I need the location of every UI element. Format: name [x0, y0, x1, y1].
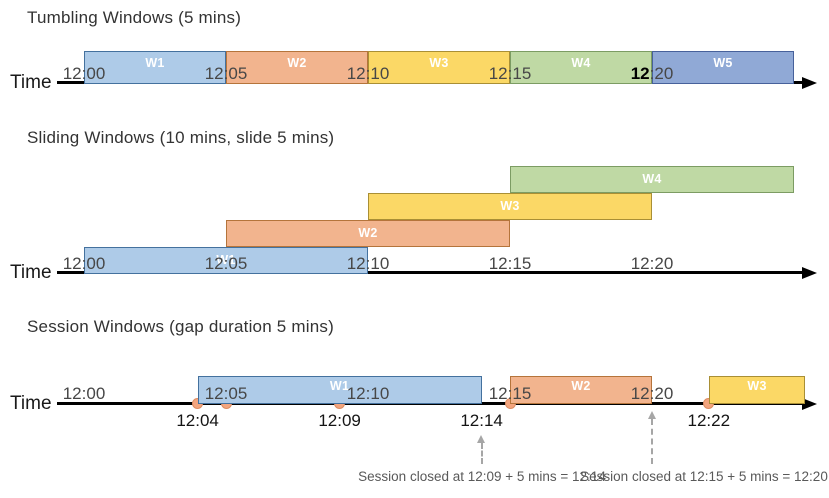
- session-window-label-W3: W3: [747, 379, 767, 393]
- session-close-caption: Session closed at 12:09 + 5 mins = 12:14: [358, 469, 606, 484]
- tumbling-tick-12:20: 12:20: [630, 64, 674, 83]
- sliding-window-label-W3: W3: [500, 199, 520, 213]
- sliding-window-label-W2: W2: [358, 226, 378, 240]
- sliding-window-label-W1: W1: [216, 253, 236, 267]
- below-axis-label-12:04: 12:04: [176, 411, 219, 430]
- sliding-axis-arrowhead-icon: [802, 267, 817, 279]
- session-tick-12:10: 12:10: [346, 384, 390, 403]
- tumbling-tick-12:15: 12:15: [488, 64, 532, 83]
- tumbling-tick-12:00: 12:00: [62, 64, 106, 83]
- session-tick-12:05: 12:05: [204, 384, 248, 403]
- tumbling-window-W2: [226, 51, 368, 84]
- tumbling-window-label-W1: W1: [145, 56, 165, 70]
- sliding-window-label-W4: W4: [642, 172, 662, 186]
- sliding-time-axis-label: Time: [10, 262, 52, 283]
- tumbling-section-title: Tumbling Windows (5 mins): [27, 8, 242, 27]
- sliding-window-W4: [510, 166, 794, 193]
- tumbling-window-W1: [84, 51, 226, 84]
- session-time-axis-label: Time: [10, 393, 52, 414]
- tumbling-window-W3: [368, 51, 510, 84]
- sliding-window-W1: [84, 247, 368, 274]
- tumbling-window-W4: [510, 51, 652, 84]
- session-axis-arrowhead-icon: [802, 398, 817, 410]
- sliding-tick-12:05: 12:05: [204, 254, 248, 273]
- tumbling-window-label-W4: W4: [571, 56, 591, 70]
- session-section-title: Session Windows (gap duration 5 mins): [27, 317, 334, 336]
- session-close-arrow-line: [480, 443, 483, 464]
- sliding-window-W2: [226, 220, 510, 247]
- sliding-time-axis: [57, 271, 804, 274]
- sliding-tick-12:00: 12:00: [62, 254, 106, 273]
- session-window-label-W2: W2: [571, 379, 591, 393]
- session-tick-12:20: 12:20: [630, 384, 674, 403]
- session-window-label-W1: W1: [329, 379, 350, 393]
- tumbling-time-axis-label: Time: [10, 72, 52, 93]
- session-tick-12:15: 12:15: [488, 384, 532, 403]
- session-window-W1: [197, 376, 482, 404]
- tick-emphasized-hour: 12: [630, 64, 650, 83]
- below-axis-label-12:09: 12:09: [318, 411, 361, 430]
- sliding-window-W3: [368, 193, 652, 220]
- tumbling-window-label-W3: W3: [429, 56, 449, 70]
- tumbling-window-label-W2: W2: [287, 56, 307, 70]
- sliding-tick-12:10: 12:10: [346, 254, 390, 273]
- below-axis-label-12:14: 12:14: [460, 411, 503, 430]
- session-close-arrow-head-icon: [647, 411, 656, 419]
- sliding-section-title: Sliding Windows (10 mins, slide 5 mins): [27, 128, 335, 147]
- tumbling-window-label-W5: W5: [713, 56, 733, 70]
- sliding-tick-12:20: 12:20: [630, 254, 674, 273]
- tumbling-tick-12:05: 12:05: [204, 64, 248, 83]
- tumbling-axis-arrowhead-icon: [802, 77, 817, 89]
- session-close-caption: Session closed at 12:15 + 5 mins = 12:20: [580, 469, 828, 484]
- session-close-arrow-line: [651, 419, 653, 464]
- sliding-tick-12:15: 12:15: [488, 254, 532, 273]
- session-window-W3: [708, 376, 806, 404]
- session-close-arrow-head-icon: [477, 435, 486, 443]
- session-tick-12:00: 12:00: [62, 384, 106, 403]
- session-window-W2: [510, 376, 652, 404]
- below-axis-label-12:22: 12:22: [687, 411, 731, 430]
- tumbling-window-W5: [652, 51, 794, 84]
- tumbling-tick-12:10: 12:10: [346, 64, 390, 83]
